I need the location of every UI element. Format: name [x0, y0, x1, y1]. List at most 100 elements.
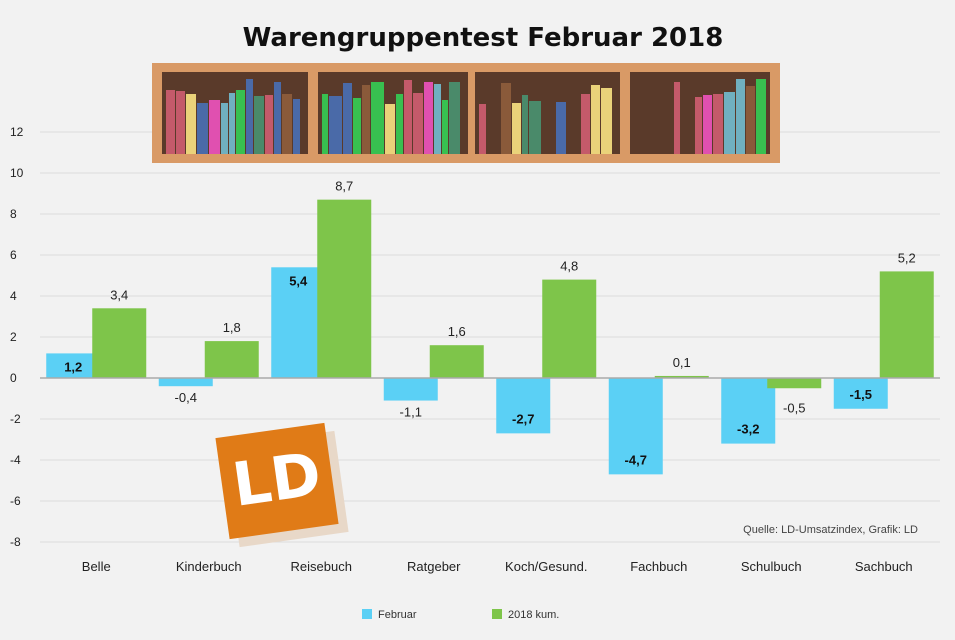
value-label: 5,4 — [289, 273, 308, 288]
book-spine — [434, 84, 441, 154]
bar-kum-6 — [767, 378, 822, 389]
value-label: -2,7 — [512, 411, 534, 426]
value-label: -0,5 — [783, 400, 805, 415]
legend-swatch — [492, 609, 502, 619]
book-spine — [343, 83, 352, 154]
bar-februar-6 — [721, 378, 776, 444]
bar-kum-0 — [92, 308, 147, 378]
book-spine — [413, 93, 423, 154]
y-tick-label: 4 — [10, 289, 17, 303]
legend-label: 2018 kum. — [508, 609, 559, 621]
y-tick-label: 0 — [10, 371, 17, 385]
source-note: Quelle: LD-Umsatzindex, Grafik: LD — [743, 524, 918, 536]
book-spine — [591, 85, 600, 154]
y-tick-label: 12 — [10, 125, 24, 139]
bar-kum-7 — [879, 271, 934, 378]
book-spine — [329, 96, 342, 154]
book-spine — [522, 95, 528, 154]
y-tick-label: -2 — [10, 412, 21, 426]
category-label: Ratgeber — [407, 559, 461, 574]
book-spine — [529, 101, 541, 154]
logo-box — [215, 422, 339, 540]
value-label: -1,1 — [400, 405, 422, 420]
value-label: 3,4 — [110, 287, 128, 302]
book-spine — [736, 79, 745, 154]
book-spine — [229, 93, 235, 154]
bar-kum-3 — [429, 345, 484, 378]
value-label: 1,6 — [448, 324, 466, 339]
book-spine — [501, 83, 511, 154]
book-spine — [449, 82, 460, 154]
y-tick-label: 8 — [10, 207, 17, 221]
bar-kum-5 — [654, 375, 709, 378]
book-spine — [371, 82, 384, 154]
book-spine — [404, 80, 412, 154]
book-spine — [385, 104, 395, 154]
ld-logo: LD — [215, 422, 349, 548]
book-spine — [695, 97, 702, 154]
book-spine — [293, 99, 300, 154]
book-spine — [756, 79, 766, 154]
category-label: Kinderbuch — [176, 559, 242, 574]
book-spine — [674, 82, 680, 154]
value-label: 4,8 — [560, 259, 578, 274]
bar-februar-0 — [46, 353, 101, 378]
legend: Februar 2018 kum. — [362, 609, 559, 621]
book-spine — [265, 95, 273, 154]
book-spine — [396, 94, 403, 154]
book-spine — [282, 94, 292, 154]
x-axis-labels: Belle Kinderbuch Reisebuch Ratgeber Koch/Ges… — [82, 559, 913, 574]
book-spine — [176, 91, 185, 154]
bar-kum-2 — [317, 199, 372, 378]
book-spine — [221, 103, 228, 154]
book-spine — [246, 79, 253, 154]
y-axis-ticks: 12 10 8 6 4 2 0 -2 -4 -6 -8 — [10, 125, 24, 549]
book-spine — [713, 94, 723, 154]
book-spine — [601, 88, 612, 154]
logo-text: LD — [228, 439, 325, 521]
book-spine — [362, 85, 370, 154]
book-spine — [209, 100, 220, 154]
value-label: -4,7 — [625, 452, 647, 467]
book-spine — [703, 95, 712, 154]
value-label: -0,4 — [175, 390, 197, 405]
category-label: Sachbuch — [855, 559, 913, 574]
value-labels: 1,2 3,4 -0,4 1,8 5,4 8,7 -1,1 1,6 -2,7 4,8 -4,7 0,1… — [64, 179, 916, 468]
category-label: Fachbuch — [630, 559, 687, 574]
book-spine — [236, 90, 245, 154]
value-label: -3,2 — [737, 422, 759, 437]
book-spine — [274, 82, 281, 154]
book-spine — [197, 103, 208, 154]
book-spine — [556, 102, 566, 154]
value-label: 1,2 — [64, 359, 82, 374]
legend-swatch — [362, 609, 372, 619]
value-label: 0,1 — [673, 355, 691, 370]
book-spine — [186, 94, 196, 154]
book-spine — [512, 103, 521, 154]
chart-title: Warengruppentest Februar 2018 — [243, 23, 724, 53]
y-tick-label: -8 — [10, 535, 21, 549]
value-label: 5,2 — [898, 250, 916, 265]
grid-lines — [40, 131, 940, 543]
y-tick-label: 10 — [10, 166, 24, 180]
value-label: -1,5 — [850, 387, 872, 402]
y-tick-label: 2 — [10, 330, 17, 344]
value-label: 8,7 — [335, 179, 353, 194]
book-spine — [724, 92, 735, 154]
y-tick-label: 6 — [10, 248, 17, 262]
y-tick-label: -6 — [10, 494, 21, 508]
book-spine — [442, 100, 448, 154]
bars — [46, 199, 934, 475]
bookshelf-illustration — [152, 63, 780, 163]
category-label: Reisebuch — [291, 559, 352, 574]
book-spine — [424, 82, 433, 154]
book-spine — [581, 94, 590, 154]
legend-label: Februar — [378, 609, 417, 621]
bar-februar-7 — [833, 378, 888, 409]
bar-februar-2 — [271, 267, 326, 378]
category-label: Schulbuch — [741, 559, 802, 574]
bar-kum-1 — [204, 341, 259, 378]
book-spine — [254, 96, 264, 154]
category-label: Belle — [82, 559, 111, 574]
